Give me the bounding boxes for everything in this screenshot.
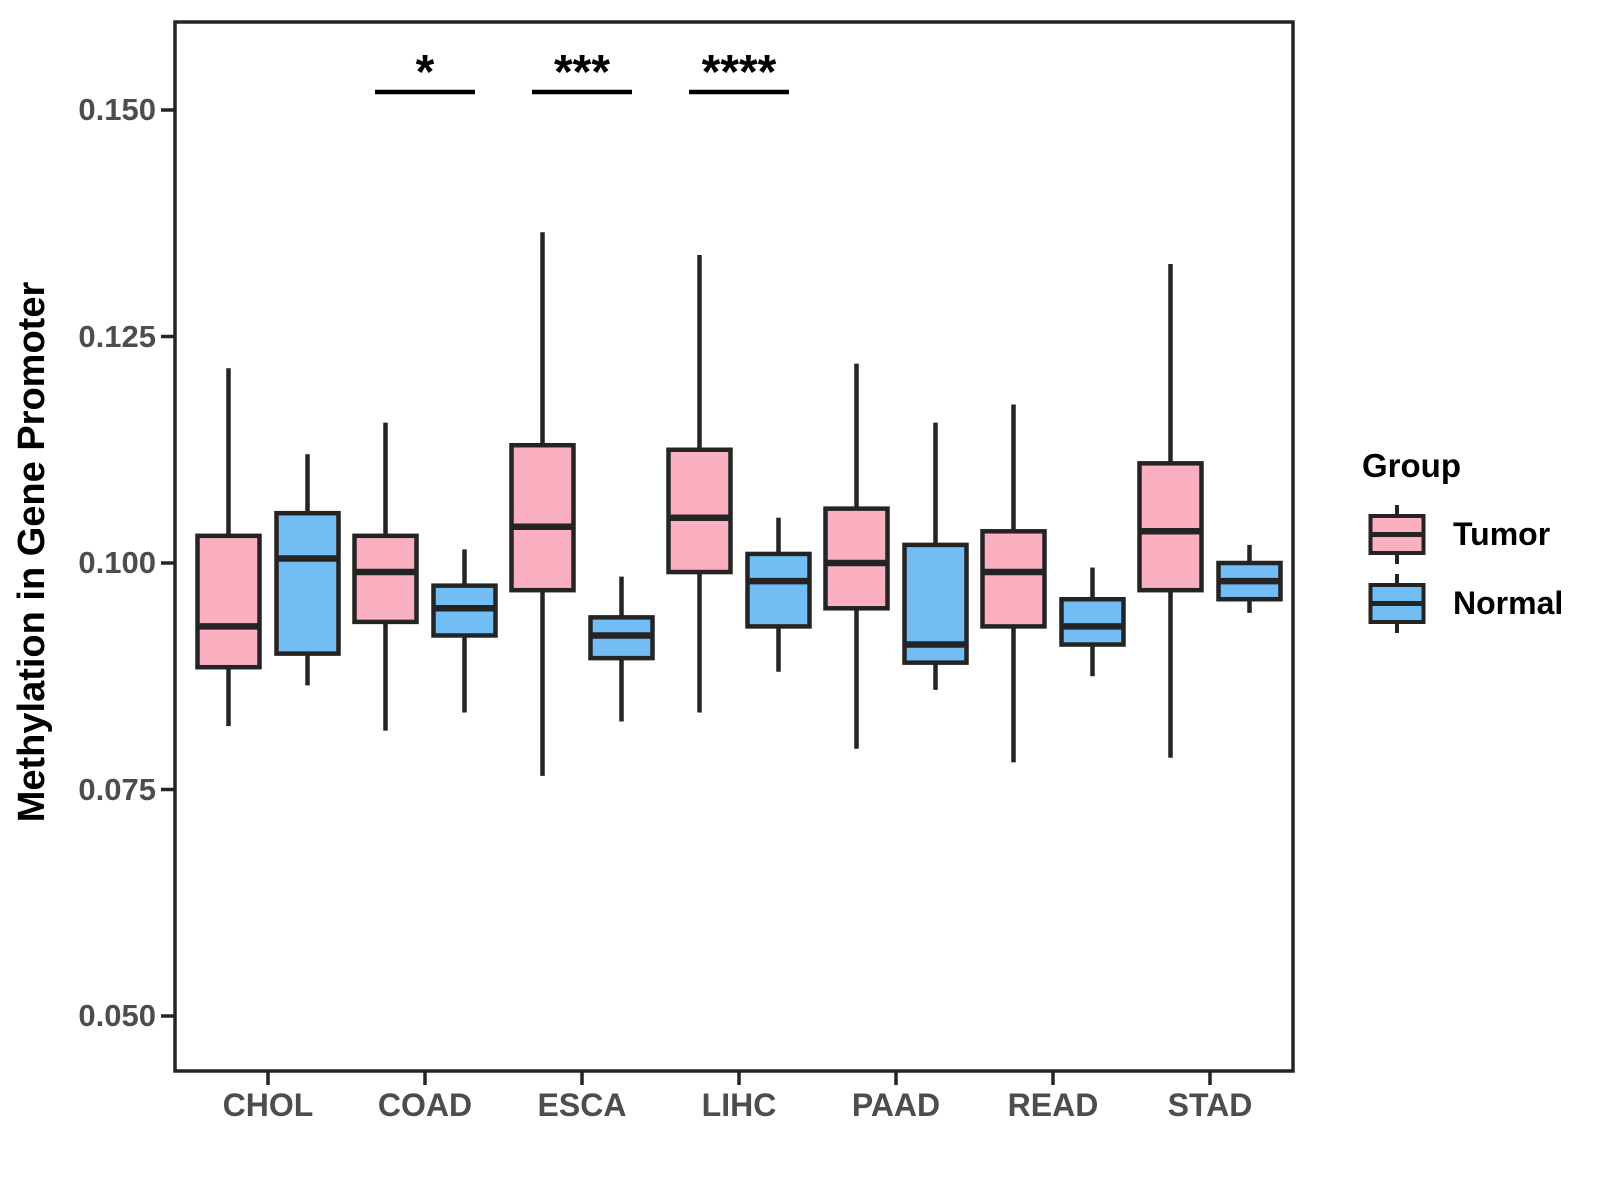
legend-title: Group <box>1362 447 1461 484</box>
y-tick-label: 0.075 <box>78 771 156 807</box>
box-normal-LIHC <box>745 551 812 629</box>
x-tick-label-PAAD: PAAD <box>851 1087 941 1123</box>
y-tick-label: 0.100 <box>78 545 156 580</box>
box-tumor-STAD <box>1137 461 1204 593</box>
box-normal-ESCA <box>588 615 655 661</box>
significance-stars-LIHC: **** <box>702 46 777 99</box>
box-tumor-COAD <box>352 533 419 625</box>
box-normal-STAD <box>1216 560 1283 602</box>
box-normal-COAD <box>431 583 498 638</box>
x-tick-label-LIHC: LIHC <box>701 1087 777 1123</box>
box-tumor-READ <box>980 529 1047 629</box>
y-tick-label: 0.125 <box>78 318 156 354</box>
legend-label: Tumor <box>1453 516 1551 552</box>
legend-key-boxplot-icon <box>1368 505 1426 564</box>
x-tick-label-ESCA: ESCA <box>537 1087 627 1123</box>
legend-item-normal: Normal <box>1356 569 1596 638</box>
box-tumor-LIHC <box>666 447 733 575</box>
x-tick-label-CHOL: CHOL <box>222 1087 314 1123</box>
y-tick-label: 0.050 <box>78 998 156 1033</box>
box-tumor-CHOL <box>195 533 262 670</box>
plot-layer: * *** **** <box>161 46 1283 1085</box>
legend-item-tumor: Tumor <box>1356 500 1596 569</box>
panel-border <box>173 20 1295 1073</box>
box-normal-PAAD <box>902 542 969 665</box>
significance-stars-COAD: * <box>416 46 435 99</box>
box-normal-CHOL <box>274 510 341 656</box>
legend: Group Tumor Normal <box>1356 446 1596 638</box>
box-tumor-PAAD <box>823 506 890 611</box>
x-tick-label-STAD: STAD <box>1167 1087 1253 1123</box>
x-tick-label-COAD: COAD <box>377 1087 473 1123</box>
legend-items: Tumor Normal <box>1356 500 1596 638</box>
significance-stars-ESCA: *** <box>554 46 610 99</box>
box-tumor-ESCA <box>509 442 576 593</box>
y-tick-label: 0.150 <box>78 92 156 127</box>
legend-key-boxplot-icon <box>1368 574 1426 633</box>
x-tick-label-READ: READ <box>1007 1087 1099 1123</box>
legend-label: Normal <box>1453 585 1564 621</box>
box-normal-READ <box>1059 596 1126 647</box>
